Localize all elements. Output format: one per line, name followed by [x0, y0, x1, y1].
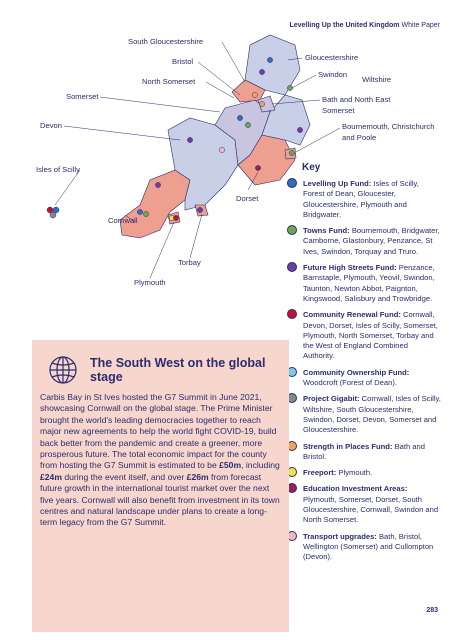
header-title: Levelling Up the United Kingdom: [289, 22, 400, 29]
map-label: Devon: [40, 121, 62, 130]
map-label: Torbay: [178, 258, 201, 267]
key-swatch: [287, 262, 297, 273]
box-body: Carbis Bay in St Ives hosted the G7 Summ…: [40, 392, 284, 529]
region-cornwall: [119, 169, 191, 239]
key-item: Community Renewal Fund: Cornwall, Devon,…: [287, 309, 441, 361]
key-item-text: Bath, Bristol, Wellington (Somerset) and…: [303, 531, 434, 562]
key-item-name: Community Ownership Fund:: [303, 367, 410, 377]
map-dots: [46, 57, 303, 221]
key-item: Transport upgrades: Bath, Bristol, Welli…: [287, 530, 441, 563]
map-label: Gloucestershire: [305, 53, 358, 62]
key-item-text: Plymouth, Somerset, Dorset, South Glouce…: [303, 494, 439, 525]
map-label: Cornwall: [108, 216, 138, 225]
key-item-name: Project Gigabit:: [303, 394, 360, 404]
map-label: Wiltshire: [362, 75, 391, 84]
key-item-name: Future High Streets Fund:: [303, 263, 397, 273]
key-item-text: Woodcroft (Forest of Dean).: [303, 378, 397, 388]
key-item-text: Cornwall, Devon, Dorset, Isles of Scilly…: [303, 310, 438, 361]
key-item-name: Freeport:: [303, 468, 337, 478]
globe-icon: [49, 356, 77, 384]
region-bath: [257, 95, 276, 113]
key-swatch: [287, 225, 297, 236]
key-item: Education Investment Areas: Plymouth, So…: [287, 483, 441, 525]
map-label: Bournemouth, Christchurch and Poole: [342, 122, 435, 142]
box-title: The South West on the global stage: [90, 356, 266, 384]
leader-lines: [54, 41, 341, 279]
key-item-name: Towns Fund:: [303, 226, 350, 236]
map-label: Somerset: [66, 92, 99, 101]
key-title: Key: [302, 162, 321, 173]
highlight-figure: £24m: [40, 471, 62, 482]
key-item-text: Isles of Scilly, Forest of Dean, Glouces…: [303, 179, 419, 219]
highlight-figure: £26m: [186, 471, 209, 482]
key-item-text: Bournemouth, Bridgwater, Camborne, Glast…: [303, 226, 440, 256]
page-number: 283: [426, 607, 438, 614]
key-item-name: Strength in Places Fund:: [303, 441, 393, 451]
key-item-text: Bath and Bristol.: [303, 441, 425, 461]
key-item: Freeport: Plymouth.: [287, 467, 441, 478]
header-subtitle: White Paper: [401, 22, 440, 29]
key-swatch: [287, 309, 297, 320]
key-item-name: Levelling Up Fund:: [303, 179, 372, 188]
key-item-text: Plymouth.: [338, 468, 373, 478]
body-text: Carbis Bay in St Ives hosted the G7 Summ…: [40, 392, 277, 471]
key-item: Towns Fund: Bournemouth, Bridgwater, Cam…: [287, 225, 441, 257]
key: Levelling Up Fund: Isles of Scilly, Fore…: [287, 178, 441, 569]
map-label: South Gloucestershire: [128, 37, 203, 46]
map-label: Swindon: [318, 70, 347, 79]
key-item: Future High Streets Fund: Penzance, Barn…: [287, 262, 441, 304]
map-label: Dorset: [236, 194, 259, 203]
key-item-name: Transport upgrades:: [303, 531, 377, 541]
region-devon: [167, 117, 239, 211]
key-item-text: Penzance, Barnstaple, Plymouth, Yeovil, …: [303, 263, 435, 303]
map-label: Bath and North East Somerset: [322, 95, 391, 115]
key-item: Strength in Places Fund: Bath and Bristo…: [287, 440, 441, 463]
key-item: Community Ownership Fund: Woodcroft (For…: [287, 366, 441, 389]
key-item: Project Gigabit: Cornwall, Isles of Scil…: [287, 393, 441, 435]
key-item: Levelling Up Fund: Isles of Scilly, Fore…: [287, 178, 441, 220]
key-swatch: [287, 178, 297, 188]
info-box: The South West on the global stage Carbi…: [32, 340, 289, 632]
body-text: from forecast future growth in the inter…: [40, 471, 280, 528]
map-label: North Somerset: [142, 77, 196, 86]
region-gloucestershire: [244, 34, 301, 96]
map-label: Plymouth: [134, 278, 166, 287]
map-label: Bristol: [172, 57, 193, 66]
map: South Gloucestershire Bristol North Some…: [36, 34, 391, 287]
key-item-name: Community Renewal Fund:: [303, 310, 401, 320]
key-item-name: Education Investment Areas:: [303, 484, 408, 494]
header: Levelling Up the United Kingdom White Pa…: [289, 22, 440, 29]
body-text: , including: [241, 460, 280, 471]
key-item-text: Cornwall, Isles of Scilly, Wiltshire, So…: [303, 394, 441, 435]
map-label: Isles of Scilly: [36, 165, 80, 174]
highlight-figure: £50m: [219, 460, 242, 471]
body-text: during the event itself, and over: [61, 471, 187, 482]
